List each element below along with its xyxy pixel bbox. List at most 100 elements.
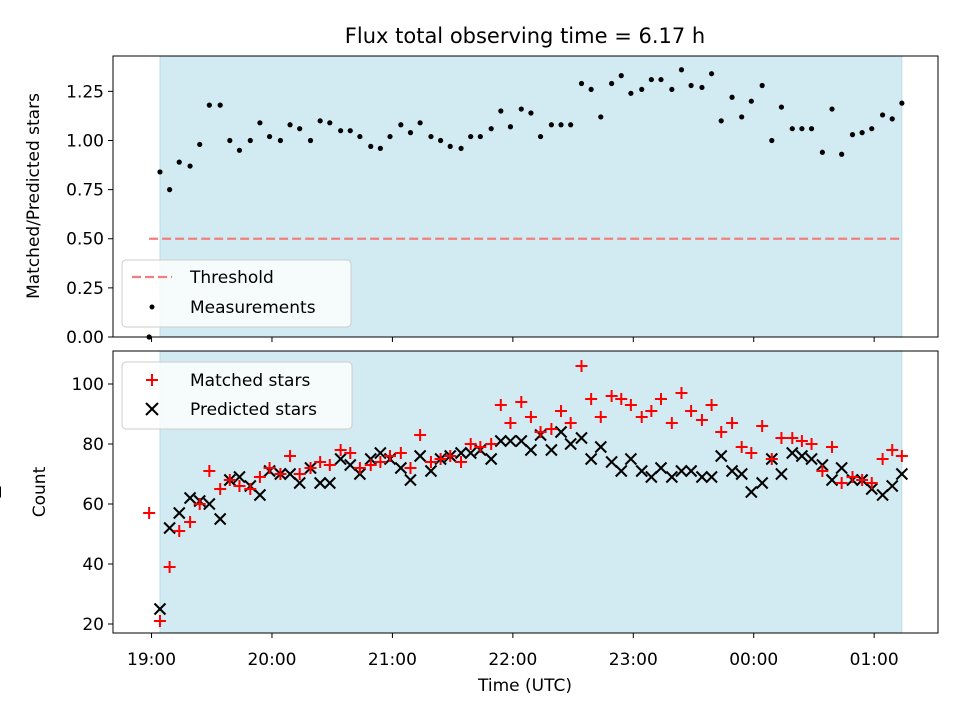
measurement-point (889, 116, 895, 122)
matched-point (575, 360, 588, 372)
predicted-point (183, 491, 197, 505)
measurement-point (458, 145, 464, 151)
measurement-point (338, 128, 344, 134)
measurement-point (869, 126, 875, 132)
matched-point (263, 462, 276, 474)
matched-point (143, 507, 156, 519)
matched-point (605, 390, 618, 402)
measurement-point (368, 143, 374, 149)
measurement-point (598, 114, 604, 120)
predicted-point (835, 461, 848, 475)
matched-point (726, 417, 739, 429)
predicted-point (886, 479, 899, 493)
x-tick-label: 00:00 (729, 650, 778, 670)
predicted-point (213, 512, 227, 526)
predicted-point (253, 488, 267, 502)
matched-point (705, 399, 718, 411)
matched-point (846, 471, 859, 483)
predicted-point (895, 467, 909, 481)
matched-point (775, 432, 788, 444)
measurement-point (518, 106, 524, 112)
matched-point (615, 393, 628, 405)
predicted-point (755, 476, 769, 490)
measurement-point (236, 147, 243, 153)
matched-point (856, 474, 869, 486)
predicted-point (775, 467, 788, 481)
measurement-point (528, 110, 534, 116)
measurement-point (778, 104, 785, 110)
matched-point (444, 450, 457, 462)
measurement-point (739, 114, 745, 120)
predicted-point (876, 488, 889, 502)
measurement-point (879, 112, 886, 118)
matched-point (624, 399, 637, 411)
matched-point (494, 399, 507, 411)
measurement-point (287, 122, 293, 128)
measurement-point (808, 126, 815, 132)
chart-title: Flux total observing time = 6.17 h (345, 24, 705, 48)
predicted-point (484, 452, 498, 466)
measurement-point (176, 159, 182, 165)
matched-point (434, 453, 447, 465)
counts-plot-frame (112, 350, 939, 634)
legend-predicted-swatch (145, 402, 159, 416)
predicted-point (735, 467, 748, 481)
measurement-point (708, 71, 715, 77)
predicted-point (786, 446, 799, 460)
matched-point (765, 453, 778, 465)
matched-point (555, 405, 568, 417)
predicted-point (725, 464, 739, 478)
matched-point (745, 447, 758, 459)
measurement-point (277, 137, 284, 144)
ratio-y-tick-label: 0.25 (66, 279, 104, 299)
predicted-point (413, 449, 427, 463)
matched-point (424, 456, 437, 468)
predicted-point (173, 506, 186, 520)
ratio-legend-box (121, 259, 352, 328)
matched-point (735, 441, 748, 453)
measurement-point (437, 137, 444, 144)
measurement-point (307, 137, 314, 144)
predicted-point (153, 602, 167, 616)
x-axis-label: Time (UTC) (477, 676, 572, 696)
measurement-point (628, 90, 634, 96)
counts-y-tick-label: 80 (82, 435, 104, 455)
matched-point (654, 393, 667, 405)
matched-point (585, 393, 598, 405)
matched-stars-series (143, 360, 908, 627)
measurement-point (387, 133, 393, 140)
matched-point (645, 405, 658, 417)
predicted-point (665, 470, 679, 484)
matched-point (304, 462, 317, 474)
ratio-y-tick-label: 0.50 (66, 230, 104, 250)
predicted-point (715, 449, 728, 463)
measurement-point (498, 108, 504, 114)
measurement-point (899, 100, 905, 106)
matched-point (334, 444, 347, 456)
matched-point (214, 483, 227, 495)
predicted-point (293, 476, 306, 490)
predicted-point (283, 467, 297, 481)
matched-point (474, 441, 487, 453)
measurement-point (187, 163, 193, 169)
predicted-point (795, 449, 809, 463)
matched-point (253, 471, 266, 483)
predicted-point (515, 434, 528, 448)
predicted-point (705, 470, 718, 484)
predicted-point (624, 452, 638, 466)
ratio-y-tick-label: 0.00 (66, 328, 104, 348)
legend-measurement-swatch (149, 304, 155, 310)
predicted-point (605, 455, 618, 469)
matched-point (695, 414, 708, 426)
ratio-y-tick-label: 1.25 (66, 82, 104, 102)
measurement-point (398, 122, 404, 128)
predicted-point (675, 464, 688, 478)
predicted-point (695, 470, 709, 484)
measurement-point (357, 133, 363, 140)
matched-point (323, 459, 336, 471)
measurement-point (537, 133, 544, 140)
measurement-point (789, 126, 795, 132)
legend-matched-swatch (146, 374, 158, 386)
matched-point (805, 438, 818, 450)
matched-point (314, 456, 327, 468)
